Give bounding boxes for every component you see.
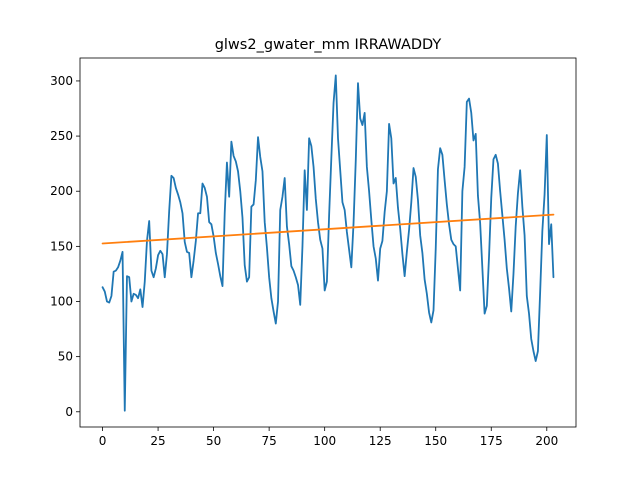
y-tick-label: 50 — [58, 350, 73, 364]
x-tick-label: 75 — [261, 434, 276, 448]
chart-title: glws2_gwater_mm IRRAWADDY — [215, 37, 442, 53]
x-tick-label: 100 — [313, 434, 336, 448]
axes-frame — [79, 57, 577, 428]
x-tick-label: 25 — [150, 434, 165, 448]
x-tick-label: 200 — [535, 434, 558, 448]
y-tick-label: 250 — [50, 129, 73, 143]
series-line-trend — [101, 213, 555, 245]
x-tick-label: 50 — [206, 434, 221, 448]
plot-area — [101, 74, 555, 412]
y-tick-label: 300 — [50, 74, 73, 88]
series-line-groundwater — [101, 74, 555, 412]
x-tick-label: 125 — [369, 434, 392, 448]
x-tick-label: 0 — [99, 434, 107, 448]
axes: 0 25 50 75 100 125 150 175 200 0 50 100 150 200 250 300 — [50, 74, 558, 448]
y-tick-label: 200 — [50, 184, 73, 198]
y-tick-label: 150 — [50, 239, 73, 253]
y-tick-label: 100 — [50, 295, 73, 309]
y-tick-label: 0 — [65, 405, 73, 419]
x-tick-label: 175 — [480, 434, 503, 448]
x-tick-label: 150 — [424, 434, 447, 448]
